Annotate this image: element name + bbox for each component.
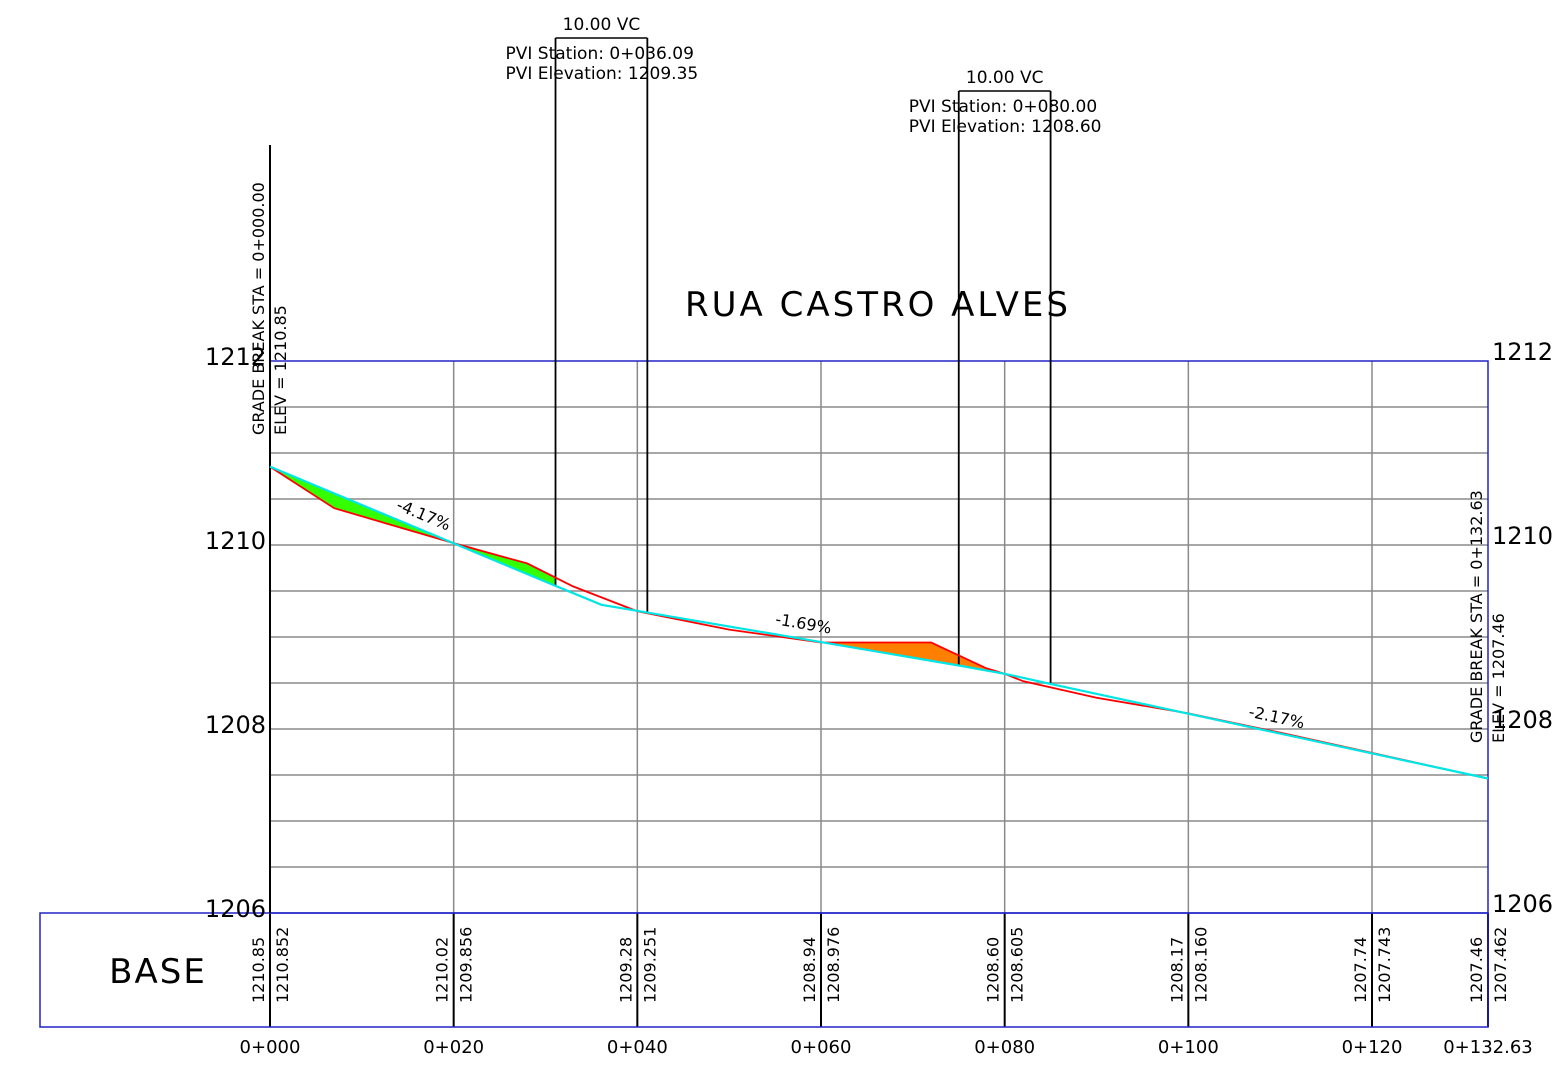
band-existing-elevation: 1208.94 <box>800 937 819 1003</box>
y-tick-label-left: 1210 <box>205 527 266 555</box>
band-design-elevation: 1209.856 <box>457 927 476 1003</box>
band-design-elevation: 1208.976 <box>824 927 843 1003</box>
ground-profile-line <box>269 466 1489 780</box>
y-tick-label-right: 1208 <box>1492 706 1553 734</box>
profile-title: RUA CASTRO ALVES <box>685 285 1071 325</box>
grade-percent-label: -1.69% <box>774 609 833 637</box>
y-tick-label-right: 1206 <box>1492 890 1553 918</box>
grade-break-end-elevation: ELEV = 1207.46 <box>1489 613 1508 743</box>
x-tick-label: 0+120 <box>1342 1037 1403 1058</box>
vc-length-label: 10.00 VC <box>966 68 1044 88</box>
design-profile-line <box>269 465 1489 780</box>
profile-lines <box>269 465 1489 780</box>
x-tick-label: 0+080 <box>974 1037 1035 1058</box>
grade-break-end-station: GRADE BREAK STA = 0+132.63 <box>1467 490 1486 743</box>
band-existing-elevation: 1208.17 <box>1167 937 1186 1003</box>
labels: 1206 1206 1208 1208 1210 1210 1212 1212 0+000 0+0… <box>205 182 1553 1058</box>
pvi-station-label: PVI Station: 0+036.09 <box>506 44 694 64</box>
band-design-elevation: 1208.160 <box>1191 927 1210 1003</box>
x-tick-label: 0+060 <box>791 1037 852 1058</box>
vc-length-label: 10.00 VC <box>563 15 641 35</box>
y-tick-label-left: 1212 <box>205 343 266 371</box>
base-band-frame <box>39 912 1489 1028</box>
pvi-elevation-label: PVI Elevation: 1209.35 <box>506 64 699 84</box>
band-design-elevation: 1207.462 <box>1491 927 1510 1003</box>
y-tick-label-right: 1210 <box>1492 522 1553 550</box>
base-label: BASE <box>109 952 207 992</box>
band-design-elevation: 1210.852 <box>273 927 292 1003</box>
band-existing-elevation: 1207.74 <box>1351 937 1370 1003</box>
pvi-station-label: PVI Station: 0+080.00 <box>909 97 1097 117</box>
band-existing-elevation: 1210.85 <box>249 937 268 1003</box>
band-existing-elevation: 1210.02 <box>433 937 452 1003</box>
x-tick-label: 0+040 <box>607 1037 668 1058</box>
band-existing-elevation: 1207.46 <box>1467 937 1486 1003</box>
x-tick-label: 0+100 <box>1158 1037 1219 1058</box>
pvi-elevation-label: PVI Elevation: 1208.60 <box>909 117 1102 137</box>
x-tick-label: 0+000 <box>240 1037 301 1058</box>
x-tick-label: 0+020 <box>423 1037 484 1058</box>
band-existing-elevation: 1209.28 <box>616 937 635 1003</box>
band-existing-elevation: 1208.60 <box>984 937 1003 1003</box>
x-tick-label: 0+132.63 <box>1443 1037 1533 1058</box>
grade-break-start-elevation: ELEV = 1210.85 <box>271 305 290 435</box>
band-design-elevation: 1207.743 <box>1375 927 1394 1003</box>
band-design-elevation: 1208.605 <box>1008 927 1027 1003</box>
y-tick-label-right: 1212 <box>1492 338 1553 366</box>
y-tick-label-left: 1208 <box>205 711 266 739</box>
grade-break-start-station: GRADE BREAK STA = 0+000.00 <box>249 182 268 435</box>
grid <box>39 145 1489 1028</box>
band-design-elevation: 1209.251 <box>640 927 659 1003</box>
y-tick-label-left: 1206 <box>205 895 266 923</box>
